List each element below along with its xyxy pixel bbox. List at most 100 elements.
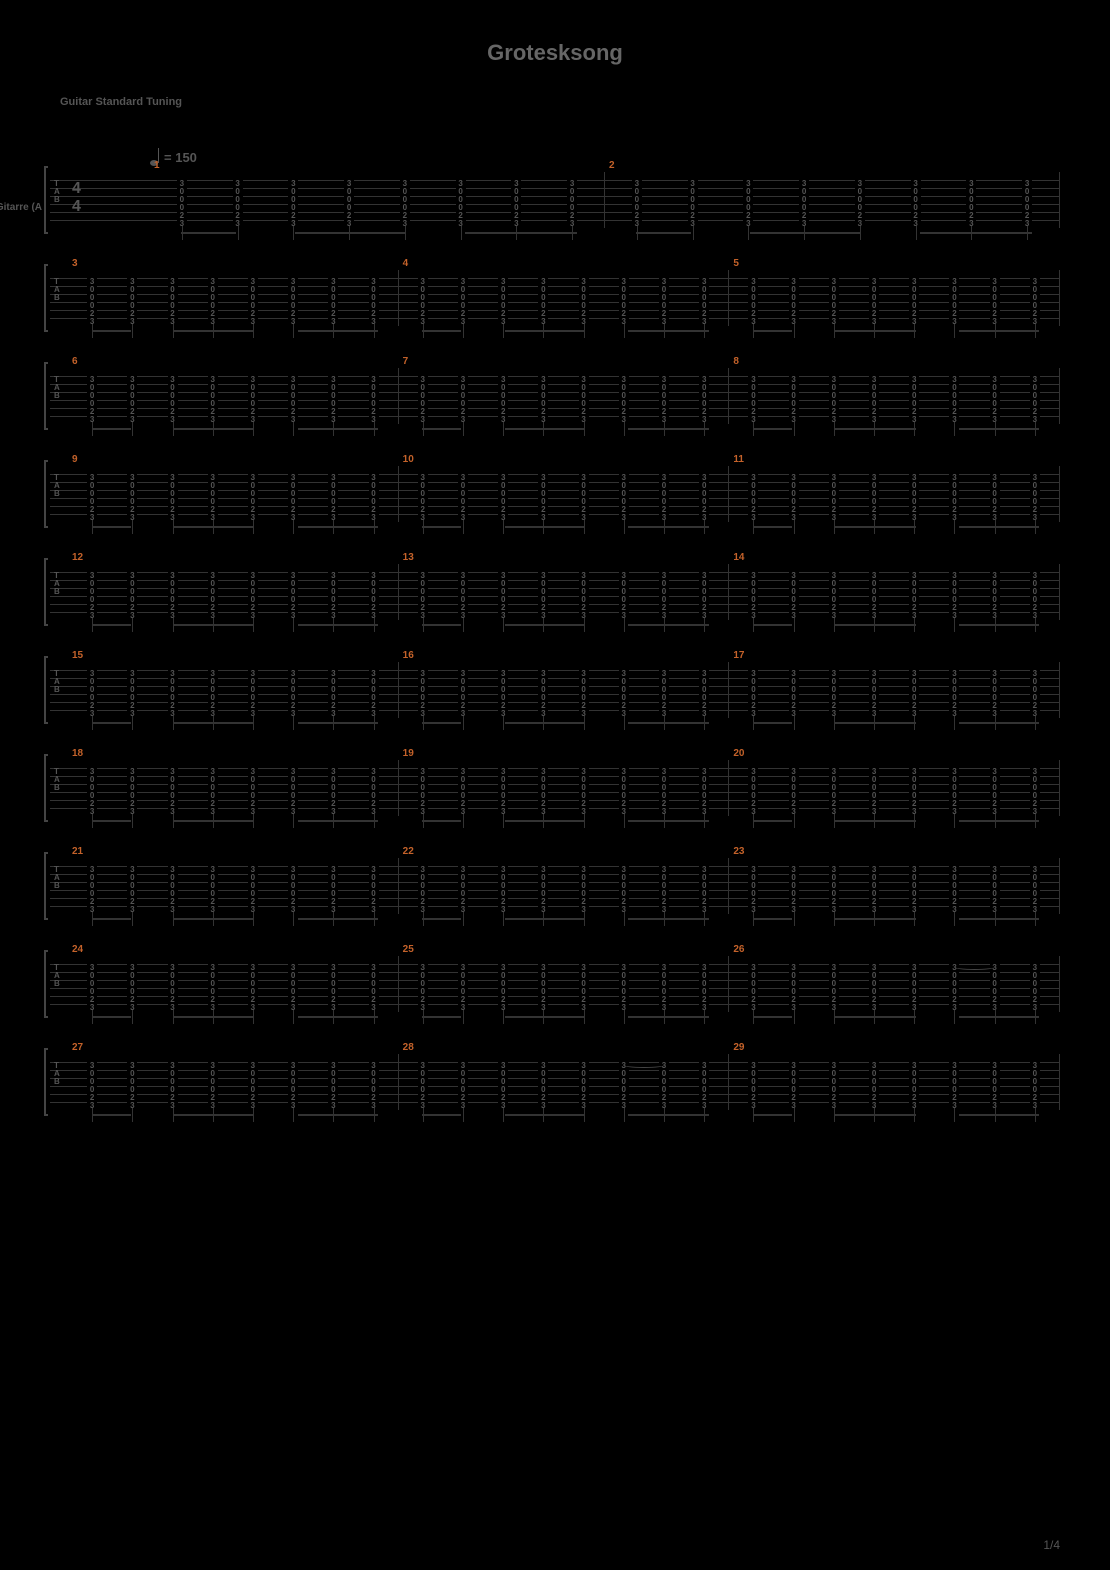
beat: 300023 (273, 768, 313, 832)
beat: 300023 (152, 474, 192, 538)
beat: 300023 (433, 180, 489, 244)
beat: 300023 (443, 670, 483, 734)
system: TAB2430002330002330002330002330002330002… (50, 956, 1060, 1012)
measure-number: 3 (72, 258, 78, 269)
beat: 300023 (353, 768, 393, 832)
beat: 300023 (403, 1062, 443, 1126)
beam (505, 1114, 585, 1116)
beat: 300023 (934, 278, 974, 342)
beat: 300023 (403, 964, 443, 1028)
beat: 300023 (377, 180, 433, 244)
beat: 300023 (273, 474, 313, 538)
beat: 300023 (193, 768, 233, 832)
measure-number: 6 (72, 356, 78, 367)
beat: 300023 (72, 670, 112, 734)
beat: 300023 (604, 670, 644, 734)
system-bracket (44, 166, 48, 234)
beat: 300023 (563, 866, 603, 930)
beat: 300023 (403, 474, 443, 538)
beam (92, 918, 131, 920)
beat: 300023 (975, 572, 1015, 636)
beat: 300023 (854, 670, 894, 734)
beat: 300023 (644, 964, 684, 1028)
measure: 2730002330002330002330002330002330002330… (68, 1054, 399, 1110)
measure: 2830002330002330002330002330002330002330… (399, 1054, 730, 1110)
beat: 300023 (523, 278, 563, 342)
beat: 300023 (894, 572, 934, 636)
beam (505, 918, 585, 920)
measure: 1430002330002330002330002330002330002330… (729, 564, 1060, 620)
system: TAB1530002330002330002330002330002330002… (50, 662, 1060, 718)
beam (753, 722, 792, 724)
beat: 300023 (483, 572, 523, 636)
beam (298, 330, 378, 332)
measure: 9300023300023300023300023300023300023300… (68, 466, 399, 522)
system: TAB2130002330002330002330002330002330002… (50, 858, 1060, 914)
beat: 300023 (1015, 768, 1055, 832)
beat: 300023 (774, 474, 814, 538)
beat: 300023 (604, 964, 644, 1028)
beat: 300023 (854, 572, 894, 636)
measure-number: 2 (609, 160, 615, 171)
measure-number: 14 (733, 552, 744, 563)
beat: 300023 (193, 670, 233, 734)
beat: 300023 (483, 866, 523, 930)
beam (505, 428, 585, 430)
measure: 1330002330002330002330002330002330002330… (399, 564, 730, 620)
beat: 300023 (814, 1062, 854, 1126)
beat: 300023 (934, 474, 974, 538)
beat: 300023 (233, 670, 273, 734)
beat: 300023 (814, 670, 854, 734)
beat: 300023 (1015, 964, 1055, 1028)
beat: 300023 (273, 572, 313, 636)
beat: 300023 (152, 866, 192, 930)
beat: 300023 (273, 964, 313, 1028)
beat: 300023 (604, 866, 644, 930)
beat: 300023 (733, 1062, 773, 1126)
beat: 300023 (999, 180, 1055, 244)
beam (174, 722, 254, 724)
beam (835, 624, 915, 626)
beat: 300023 (604, 572, 644, 636)
beam (174, 1114, 254, 1116)
beat: 300023 (774, 768, 814, 832)
beat: 300023 (72, 866, 112, 930)
beat: 300023 (313, 768, 353, 832)
beam (959, 624, 1039, 626)
beam (753, 624, 792, 626)
beam (628, 330, 708, 332)
system: TAB1830002330002330002330002330002330002… (50, 760, 1060, 816)
beat: 300023 (353, 376, 393, 440)
beat: 300023 (72, 278, 112, 342)
measure-number: 27 (72, 1042, 83, 1053)
beat: 300023 (313, 376, 353, 440)
beam (959, 1016, 1039, 1018)
beat: 300023 (563, 376, 603, 440)
beat: 300023 (814, 964, 854, 1028)
measure: 1730002330002330002330002330002330002330… (729, 662, 1060, 718)
beat: 300023 (443, 278, 483, 342)
beam (753, 330, 792, 332)
beam (753, 1114, 792, 1116)
measure-number: 21 (72, 846, 83, 857)
beat: 300023 (353, 572, 393, 636)
beat: 300023 (443, 866, 483, 930)
beat: 300023 (443, 964, 483, 1028)
tempo-mark: = 150 (150, 148, 1110, 166)
beat: 300023 (774, 572, 814, 636)
beam (422, 820, 461, 822)
beam (92, 722, 131, 724)
beat: 300023 (403, 278, 443, 342)
beat: 300023 (313, 572, 353, 636)
beat: 300023 (523, 768, 563, 832)
measure: 5300023300023300023300023300023300023300… (729, 270, 1060, 326)
beam (422, 918, 461, 920)
beat: 300023 (523, 1062, 563, 1126)
beat: 300023 (975, 474, 1015, 538)
measure: 2030002330002330002330002330002330002330… (729, 760, 1060, 816)
system: Gitarre (ATAB441300023300023300023300023… (50, 172, 1060, 228)
beat: 300023 (72, 474, 112, 538)
tab-staff: TAB3300023300023300023300023300023300023… (50, 270, 1060, 326)
system-bracket (44, 362, 48, 430)
beat: 300023 (814, 376, 854, 440)
